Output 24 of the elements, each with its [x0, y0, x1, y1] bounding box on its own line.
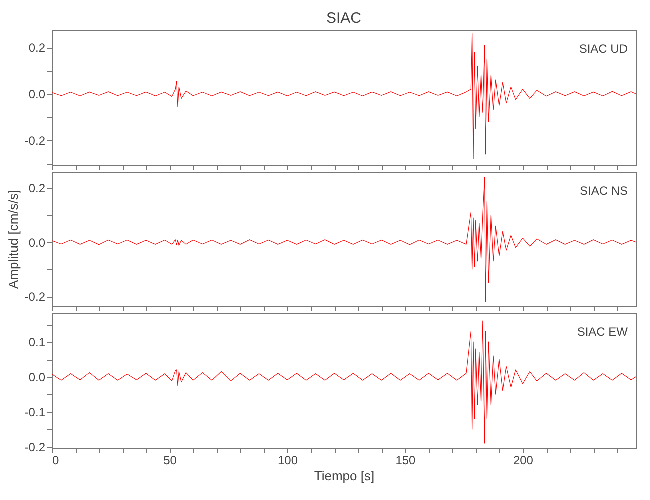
- x-tick-label: 50: [164, 454, 178, 468]
- y-tick-label: -0.1: [24, 405, 46, 420]
- y-tick-label: 0.0: [28, 236, 46, 250]
- line-series: [52, 320, 636, 444]
- x-tick-label: 150: [396, 454, 416, 468]
- annotation: SIAC EW: [577, 325, 629, 339]
- line-series: [52, 177, 636, 302]
- line-series: [52, 33, 636, 160]
- x-tick-label: 100: [278, 454, 298, 468]
- x-tick-label: 0: [52, 454, 60, 468]
- y-tick-label: 0.2: [28, 182, 46, 196]
- x-axis-title: Tiempo [s]: [314, 468, 375, 484]
- y-tick-label: 0.1: [28, 336, 46, 350]
- y-tick-label: -0.2: [24, 440, 46, 454]
- x-tick-label: 200: [513, 454, 534, 468]
- chart-title: SIAC: [326, 10, 362, 27]
- y-tick-label: -0.2: [24, 134, 46, 148]
- y-tick-label: 0.2: [28, 41, 46, 56]
- y-tick-label: 0.0: [28, 88, 46, 102]
- y-axis-title: Amplitud [cm/s/s]: [6, 190, 21, 289]
- annotation: SIAC NS: [580, 184, 628, 198]
- y-tick-label: -0.2: [24, 290, 46, 304]
- annotation: SIAC UD: [579, 42, 628, 56]
- y-tick-label: 0.0: [28, 370, 46, 385]
